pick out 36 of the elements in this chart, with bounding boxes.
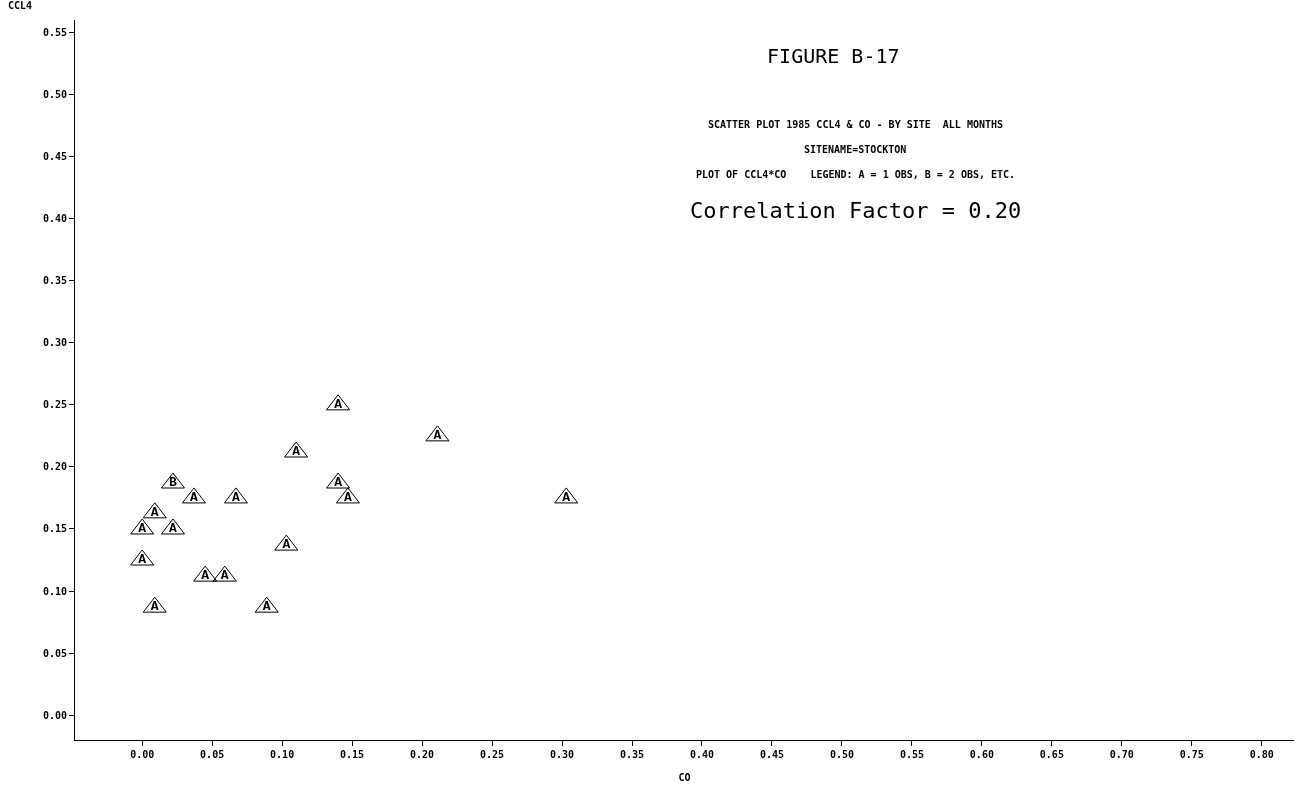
y-tick-label: 0.05 (42, 647, 67, 659)
text: SCATTER PLOT 1985 CCL4 & CO - BY SITE ALL MONTHS (708, 119, 1004, 130)
y-tick-label: 0.40 (42, 213, 67, 225)
x-tick-label: 0.75 (1179, 749, 1204, 760)
x-tick-label: 0.25 (480, 749, 505, 760)
text: FIGURE B-17 (767, 44, 900, 69)
x-axis-title: CO (678, 771, 691, 783)
y-tick-label: 0.55 (42, 26, 67, 38)
x-tick-label: 0.55 (899, 749, 924, 760)
annotation: PLOT OF CCL4*CO LEGEND: A = 1 OBS, B = 2 OBS, ETC. (696, 169, 1016, 180)
annotation: SITENAME=STOCKTON (804, 144, 907, 155)
y-axis-title: CCL4 (8, 0, 33, 11)
y-tick-label: 0.10 (42, 585, 67, 597)
x-tick-label: 0.00 (130, 749, 155, 760)
x-tick-label: 0.80 (1249, 749, 1274, 760)
x-tick-label: 0.05 (200, 749, 225, 760)
x-tick-label: 0.65 (1039, 749, 1064, 760)
annotation: Correlation Factor = 0.20 (690, 198, 1022, 223)
x-tick-label: 0.35 (619, 749, 645, 760)
x-tick-label: 0.70 (1109, 749, 1134, 760)
x-tick-label: 0.50 (829, 749, 854, 760)
x-tick-label: 0.20 (410, 749, 435, 760)
y-tick-label: 0.50 (42, 88, 67, 100)
x-tick-label: 0.10 (270, 749, 295, 760)
y-tick-label: 0.45 (42, 151, 67, 163)
y-tick-label: 0.35 (42, 275, 67, 287)
y-tick-label: 0.30 (42, 337, 67, 349)
x-tick-label: 0.40 (689, 749, 715, 760)
x-tick-label: 0.30 (549, 749, 575, 760)
x-tick-label: 0.45 (759, 749, 785, 760)
y-tick-label: 0.25 (42, 399, 67, 411)
y-tick-label: 0.00 (42, 709, 67, 721)
x-tick-label: 0.60 (969, 749, 994, 760)
y-tick-label: 0.20 (42, 461, 67, 473)
y-tick-label: 0.15 (42, 523, 67, 535)
x-tick-label: 0.15 (340, 749, 365, 760)
